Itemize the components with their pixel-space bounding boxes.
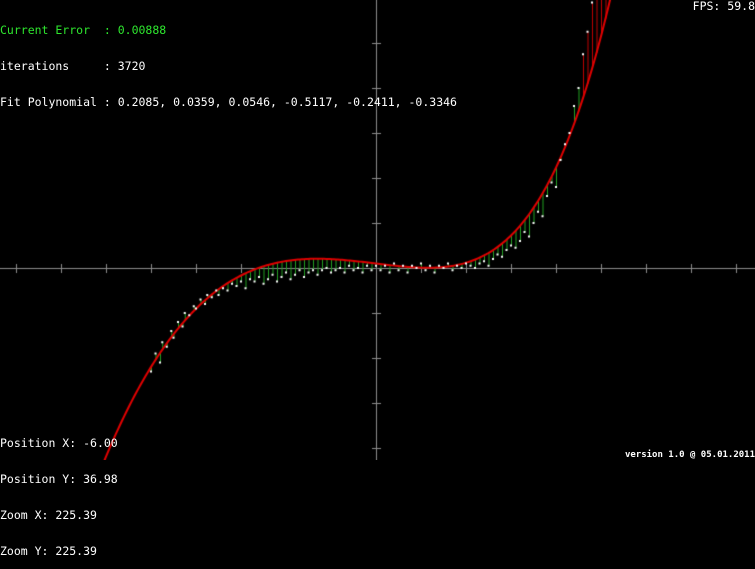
view-panel: Position X: -6.00 Position Y: 36.98 Zoom… — [0, 413, 118, 569]
position-y-value: 36.98 — [83, 472, 118, 486]
fps-value: 59.8 — [727, 0, 755, 13]
iterations-label: iterations — [0, 59, 70, 73]
fit-polynomial-label: Fit Polynomial — [0, 95, 97, 109]
fps-counter: FPS: 59.8 — [693, 0, 755, 12]
iterations-value: 3720 — [117, 59, 146, 73]
position-y-label: Position Y: — [0, 472, 77, 486]
current-error-row: Current Error : 0.00888 — [0, 23, 167, 37]
zoom-x-label: Zoom X: — [0, 508, 49, 522]
position-y-row: Position Y: 36.98 — [0, 473, 118, 485]
zoom-x-value: 225.39 — [55, 508, 97, 522]
zoom-x-row: Zoom X: 225.39 — [0, 509, 118, 521]
fit-polynomial-row: Fit Polynomial : 0.2085, 0.0359, 0.0546,… — [0, 95, 457, 109]
zoom-y-value: 225.39 — [55, 544, 97, 558]
fit-polynomial-values: 0.2085, 0.0359, 0.0546, -0.5117, -0.2411… — [117, 95, 457, 109]
position-x-row: Position X: -6.00 — [0, 437, 118, 449]
zoom-y-label: Zoom Y: — [0, 544, 49, 558]
current-error-label: Current Error — [0, 23, 91, 37]
position-x-value: -6.00 — [83, 436, 118, 450]
position-x-label: Position X: — [0, 436, 77, 450]
plot-canvas[interactable] — [0, 0, 755, 460]
iterations-row: iterations : 3720 — [0, 59, 146, 73]
current-error-value: 0.00888 — [117, 23, 167, 37]
fps-label: FPS: — [692, 0, 721, 13]
zoom-y-row: Zoom Y: 225.39 — [0, 545, 118, 557]
stats-panel: Current Error : 0.00888 iterations : 372… — [0, 0, 457, 120]
version-label: version 1.0 @ 05.01.2011 — [624, 450, 755, 460]
